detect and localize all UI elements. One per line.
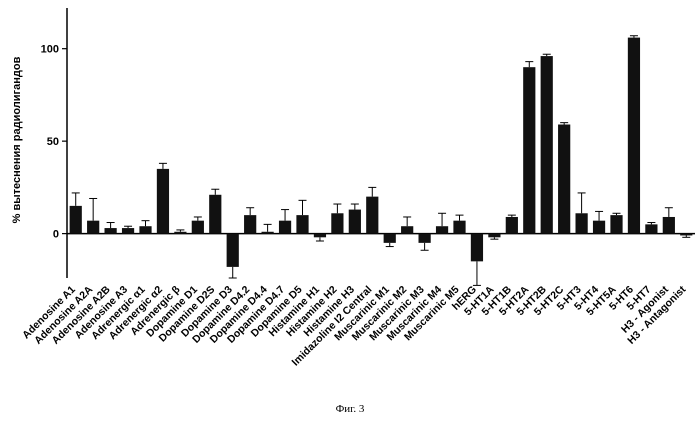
bar <box>453 221 465 234</box>
y-tick-label: 0 <box>53 229 59 241</box>
bar <box>70 206 82 234</box>
bar <box>279 221 291 234</box>
bar <box>523 67 535 233</box>
bar <box>488 234 500 238</box>
bar <box>296 215 308 233</box>
bar <box>105 228 117 234</box>
bar <box>680 234 692 236</box>
y-tick-label: 50 <box>47 136 59 148</box>
bar <box>628 38 640 234</box>
bar <box>663 217 675 234</box>
bar <box>157 169 169 234</box>
bar <box>366 197 378 234</box>
bar <box>331 213 343 233</box>
bar <box>401 226 413 233</box>
bar <box>139 226 151 233</box>
bar <box>244 215 256 233</box>
bar <box>593 221 605 234</box>
bar <box>471 234 483 262</box>
bar <box>436 226 448 233</box>
bar <box>192 221 204 234</box>
bar <box>541 56 553 234</box>
y-axis: 0 50 100 <box>41 44 67 241</box>
bar <box>384 234 396 243</box>
bar <box>558 125 570 234</box>
bar <box>645 224 657 233</box>
bars <box>70 36 693 286</box>
bar <box>506 217 518 234</box>
bar <box>314 234 326 238</box>
x-axis-labels: Adenosine A1Adenosine A2AAdenosine A2BAd… <box>20 283 689 368</box>
bar <box>610 215 622 233</box>
bar <box>174 232 186 234</box>
bar <box>227 234 239 267</box>
bar <box>262 232 274 234</box>
figure-caption: Фиг. 3 <box>0 403 700 415</box>
y-tick-label: 100 <box>41 44 59 56</box>
bar <box>87 221 99 234</box>
plot-area <box>67 8 695 278</box>
bar <box>419 234 431 243</box>
bar <box>209 195 221 234</box>
bar <box>576 213 588 233</box>
bar <box>349 210 361 234</box>
bar <box>122 228 134 234</box>
y-axis-label: % вытеснения радиолигандов <box>11 56 23 223</box>
